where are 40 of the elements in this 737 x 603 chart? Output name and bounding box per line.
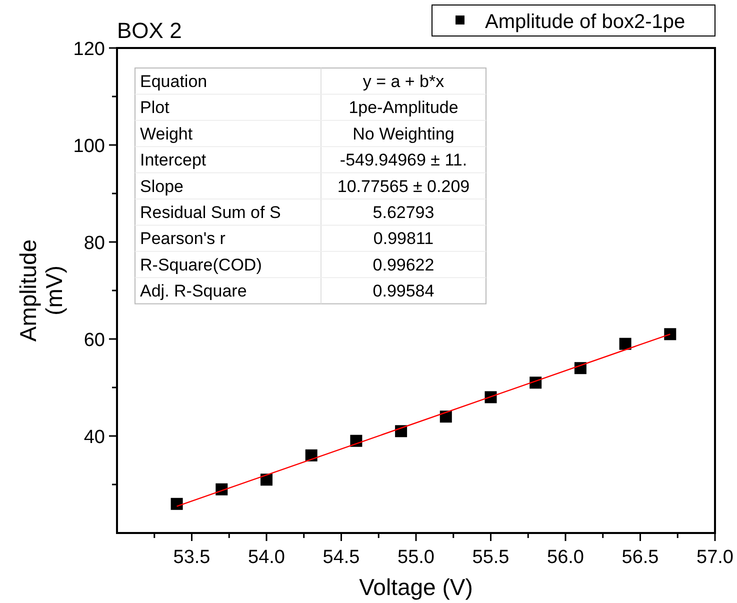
annotation: Equation	[140, 72, 208, 91]
y-tick-label: 120	[73, 39, 105, 60]
annotation: 0.99811	[373, 229, 434, 248]
y-tick-label: 60	[84, 330, 105, 351]
annotation: 0.99622	[372, 255, 434, 274]
x-tick-label: 54.0	[248, 547, 285, 568]
y-axis-title: Amplitude (mV)	[15, 239, 67, 342]
annotation: Slope	[140, 176, 184, 196]
annotation: 5.62793	[372, 203, 434, 222]
x-tick-label: 56.0	[547, 547, 584, 568]
annotation: Intercept	[140, 150, 206, 170]
point	[260, 474, 272, 486]
chart-title: BOX 2	[117, 18, 182, 43]
x-tick-label: 57.0	[696, 547, 734, 568]
annotation: Weight	[140, 124, 193, 144]
annotation: Adj. R-Square	[140, 282, 247, 301]
annotation: -549.94969 ± 11.	[340, 150, 468, 170]
annotation: Plot	[140, 98, 170, 118]
annotation: Residual Sum of S	[140, 203, 281, 222]
point	[619, 338, 632, 350]
x-tick-label: 55.5	[472, 547, 510, 568]
y-tick-label: 40	[84, 427, 105, 448]
annotation: Pearson's r	[140, 229, 226, 248]
point	[170, 498, 183, 510]
x-tick-label: 56.5	[622, 547, 659, 568]
annotation: R-Square(COD)	[140, 255, 262, 274]
y-tick-label: 80	[84, 233, 105, 254]
point	[440, 410, 452, 423]
annotation: y = a + b*x	[362, 72, 445, 91]
annotation: 1pe-Amplitude	[348, 98, 458, 118]
point	[664, 328, 676, 340]
x-axis-title: Voltage (V)	[359, 574, 473, 600]
annotation: 10.77565 ± 0.209	[337, 176, 470, 196]
x-tick-label: 53.5	[173, 547, 210, 568]
x-tick-label: 54.5	[322, 547, 360, 568]
annotation: 0.99584	[372, 282, 434, 301]
x-tick-label: 55.0	[398, 547, 434, 568]
y-tick-label: 100	[73, 136, 105, 157]
legend-label: Amplitude of box2-1pe	[485, 11, 686, 33]
annotation: No Weighting	[352, 124, 454, 144]
